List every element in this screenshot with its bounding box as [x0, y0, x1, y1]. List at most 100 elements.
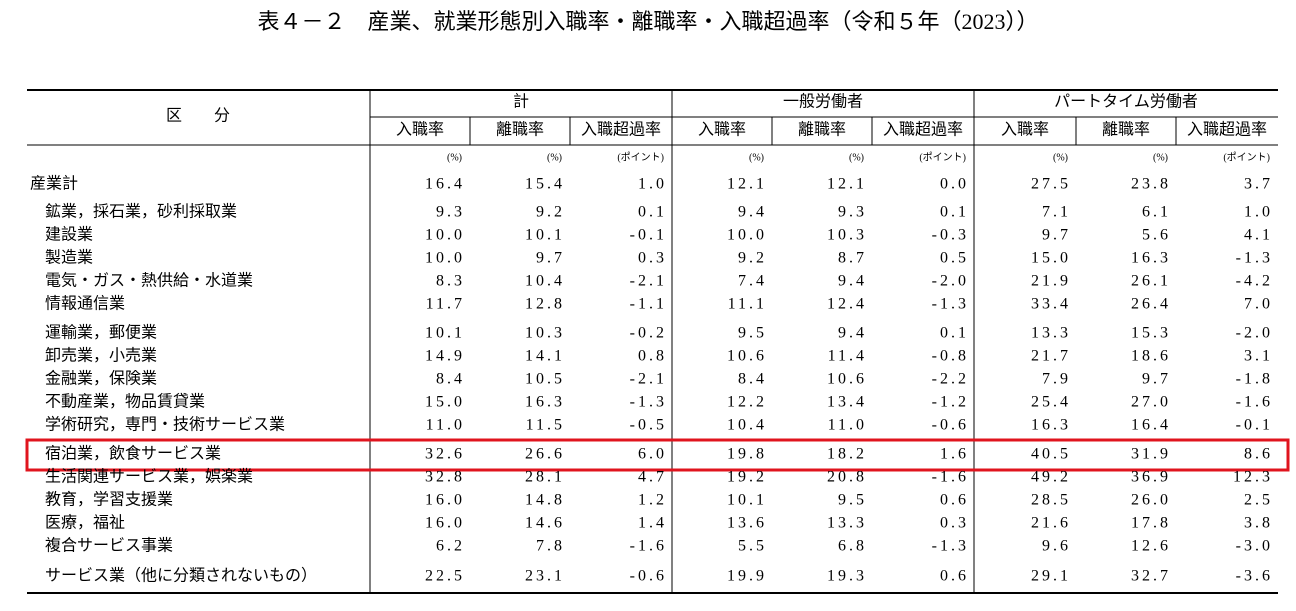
cell-value: 11.1 — [728, 296, 767, 313]
cell-value: -1.8 — [1236, 371, 1273, 388]
row-label: 教育，学習支援業 — [45, 491, 173, 509]
cell-value: 0.8 — [638, 348, 667, 365]
cell-value: -2.2 — [932, 371, 969, 388]
cell-value: 9.3 — [838, 204, 867, 221]
cell-value: 8.4 — [738, 371, 767, 388]
cell-value: 10.3 — [525, 325, 565, 342]
cell-value: 33.4 — [1031, 296, 1071, 313]
cell-value: 10.4 — [525, 273, 565, 290]
cell-value: 6.0 — [638, 446, 667, 463]
stub-header: 区 分 — [166, 107, 230, 125]
cell-value: -0.6 — [630, 568, 667, 585]
unit-label: (%) — [1053, 152, 1068, 163]
cell-value: 13.3 — [827, 515, 867, 532]
cell-value: 9.2 — [738, 250, 767, 267]
cell-value: 10.0 — [727, 227, 767, 244]
cell-value: 11.7 — [426, 296, 465, 313]
cell-value: 9.4 — [838, 273, 867, 290]
cell-value: 12.6 — [1131, 538, 1171, 555]
cell-value: 0.3 — [940, 515, 969, 532]
cell-value: 20.8 — [827, 469, 867, 486]
cell-value: 14.8 — [525, 492, 565, 509]
cell-value: 1.0 — [1244, 204, 1273, 221]
cell-value: 15.0 — [425, 394, 465, 411]
cell-value: 1.4 — [638, 515, 667, 532]
column-header: 離職率 — [1102, 121, 1150, 139]
cell-value: 7.9 — [1042, 371, 1071, 388]
unit-label: (ポイント) — [1223, 151, 1270, 163]
cell-value: -1.3 — [932, 296, 969, 313]
row-label: 金融業，保険業 — [45, 370, 157, 388]
cell-value: 13.6 — [727, 515, 767, 532]
cell-value: 8.7 — [838, 250, 867, 267]
cell-value: 13.4 — [827, 394, 867, 411]
row-label: 産業計 — [30, 175, 78, 193]
cell-value: 6.2 — [436, 538, 465, 555]
cell-value: 10.3 — [827, 227, 867, 244]
cell-value: -2.0 — [1236, 325, 1273, 342]
cell-value: 3.7 — [1244, 176, 1273, 193]
cell-value: 9.2 — [536, 204, 565, 221]
column-header: 入職率 — [698, 121, 746, 139]
cell-value: 0.1 — [940, 325, 969, 342]
cell-value: 9.7 — [536, 250, 565, 267]
cell-value: 9.4 — [738, 204, 767, 221]
cell-value: 9.3 — [436, 204, 465, 221]
cell-value: 10.5 — [525, 371, 565, 388]
column-header: 離職率 — [496, 121, 544, 139]
row-label: 医療，福祉 — [45, 514, 125, 532]
cell-value: 32.8 — [425, 469, 465, 486]
group-header: 一般労働者 — [783, 93, 863, 111]
cell-value: 16.4 — [425, 176, 465, 193]
cell-value: -1.3 — [1236, 250, 1273, 267]
cell-value: -1.6 — [932, 469, 969, 486]
cell-value: 40.5 — [1031, 446, 1071, 463]
cell-value: -0.1 — [1236, 417, 1273, 434]
row-label: 複合サービス事業 — [45, 537, 173, 555]
cell-value: 0.6 — [940, 568, 969, 585]
cell-value: 28.1 — [525, 469, 565, 486]
cell-value: 7.1 — [1042, 204, 1071, 221]
cell-value: 14.1 — [525, 348, 565, 365]
cell-value: 21.9 — [1031, 273, 1071, 290]
cell-value: 13.3 — [1031, 325, 1071, 342]
group-header: パートタイム労働者 — [1054, 93, 1198, 111]
row-label: 宿泊業，飲食サービス業 — [45, 445, 221, 463]
row-label: 鉱業，採石業，砂利採取業 — [45, 203, 237, 221]
cell-value: 0.1 — [940, 204, 969, 221]
row-label: 卸売業，小売業 — [45, 347, 157, 365]
cell-value: 32.7 — [1131, 568, 1171, 585]
cell-value: 23.8 — [1131, 176, 1171, 193]
cell-value: -2.0 — [932, 273, 969, 290]
cell-value: 27.5 — [1031, 176, 1071, 193]
cell-value: 32.6 — [425, 446, 465, 463]
cell-value: -0.1 — [630, 227, 667, 244]
cell-value: 12.3 — [1233, 469, 1273, 486]
cell-value: 10.0 — [425, 227, 465, 244]
cell-value: 12.1 — [827, 176, 867, 193]
cell-value: 9.6 — [1042, 538, 1071, 555]
cell-value: 11.0 — [426, 417, 465, 434]
row-label: 運輸業，郵便業 — [45, 324, 157, 342]
cell-value: -3.0 — [1236, 538, 1273, 555]
column-header: 入職超過率 — [1187, 121, 1267, 139]
cell-value: -0.2 — [630, 325, 667, 342]
cell-value: 9.7 — [1042, 227, 1071, 244]
cell-value: 0.0 — [940, 176, 969, 193]
row-label: 情報通信業 — [45, 295, 125, 313]
cell-value: 5.6 — [1142, 227, 1171, 244]
row-label: 電気・ガス・熱供給・水道業 — [45, 272, 253, 290]
cell-value: 22.5 — [425, 568, 465, 585]
row-label: 不動産業，物品賃貸業 — [45, 393, 205, 411]
cell-value: 3.1 — [1244, 348, 1273, 365]
cell-value: 8.3 — [436, 273, 465, 290]
cell-value: 36.9 — [1131, 469, 1171, 486]
cell-value: 19.8 — [727, 446, 767, 463]
cell-value: -1.3 — [630, 394, 667, 411]
cell-value: -0.6 — [932, 417, 969, 434]
highlight-box — [25, 438, 1290, 472]
cell-value: 25.4 — [1031, 394, 1071, 411]
cell-value: 4.1 — [1244, 227, 1273, 244]
cell-value: 16.4 — [1131, 417, 1171, 434]
